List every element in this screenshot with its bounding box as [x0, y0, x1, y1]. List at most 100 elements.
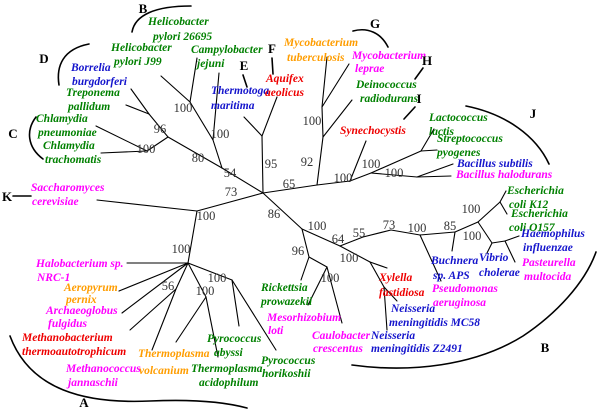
tree-branch-48 [390, 229, 421, 236]
taxon-label-borrelia-burgdorferi-line1: Borrelia [70, 62, 111, 74]
bootstrap-value-6: 73 [225, 185, 238, 199]
taxon-label-xylella-fastidiosa-line1: Xylella [378, 272, 412, 284]
taxon-label-lactococcus-lactis-line1: Lactococcus [428, 112, 488, 124]
taxon-label-lactococcus-lactis-line2: lactis [429, 126, 454, 138]
taxon-label-buchnera-sp-aps-line1: Buchnera [430, 255, 479, 267]
tree-branch-41 [339, 245, 371, 263]
tree-branch-10 [189, 101, 214, 141]
taxon-label-aeropyrum-pernix-line1: Aeropyrum [63, 282, 118, 294]
tree-branch-7 [167, 136, 223, 169]
tree-branch-67 [187, 262, 207, 298]
tree-branch-25 [316, 180, 351, 186]
taxon-label-vibrio-cholerae-line2: cholerae [479, 267, 520, 279]
clade-bracket-a [9, 335, 248, 409]
taxon-label-mycobacterium-tuberculosis-line1: Mycobacterium [283, 37, 358, 49]
tree-branch-8 [212, 139, 223, 169]
clade-bracket-g [352, 29, 389, 48]
tree-branch-1 [96, 199, 198, 212]
taxon-label-xylella-fastidiosa-line2: fastidiosa [379, 287, 425, 299]
taxon-label-halobacterium-sp-nrc-1-line1: Halobacterium sp. [35, 258, 124, 270]
taxon-label-chlamydia-pneumoniae-line1: Chlamydia [36, 113, 88, 125]
bootstrap-value-11: 100 [334, 171, 353, 185]
tree-branch-35 [301, 228, 310, 258]
tree-branch-38 [307, 266, 328, 306]
clade-tick-i [403, 106, 416, 120]
taxon-label-pyrococcus-horikoshii-line2: horikoshii [262, 368, 311, 380]
tree-branch-26 [349, 140, 367, 182]
tree-branch-34 [262, 192, 303, 230]
taxon-label-treponema-pallidum-line2: pallidum [67, 101, 110, 113]
taxon-label-haemophilus-influenzae-line2: influenzae [523, 242, 573, 254]
taxon-label-methanococcus-jannaschii-line1: Methanococcus [65, 363, 141, 375]
taxon-label-methanobacterium-thermoautotrophicum-line2: thermoautotrophicum [22, 346, 126, 358]
tree-branch-9 [212, 72, 220, 141]
taxon-label-mycobacterium-leprae-line2: leprae [355, 63, 384, 75]
tree-branch-17 [95, 125, 148, 152]
clade-letter-d-4: D [39, 51, 48, 66]
clade-letter-j-10: J [530, 106, 537, 121]
clade-letter-k-11: K [2, 189, 13, 204]
clade-tick-e [242, 74, 248, 88]
taxon-label-mesorhizobium-loti-line2: loti [268, 325, 284, 337]
taxon-label-pyrococcus-abyssi-line2: abyssi [214, 347, 244, 359]
taxon-label-thermoplasma-volcanium-line2: volcanium [139, 365, 189, 377]
bootstrap-value-18: 55 [353, 226, 366, 240]
tree-branch-62 [118, 262, 189, 292]
tree-branch-40 [301, 228, 341, 247]
clade-letter-g-7: G [370, 16, 380, 31]
taxon-label-neisseria-meningitidis-mc58-line2: meningitidis MC58 [389, 317, 480, 329]
tree-branch-15 [125, 104, 150, 115]
taxon-label-chlamydia-trachomatis-line1: Chlamydia [43, 140, 95, 152]
tree-branch-39 [326, 266, 343, 324]
tree-branch-2 [187, 210, 198, 264]
bootstrap-value-10: 65 [283, 177, 296, 191]
taxon-label-mycobacterium-tuberculosis-line2: tuberculosis [287, 52, 345, 64]
bootstrap-value-20: 100 [408, 221, 427, 235]
taxon-label-archaeoglobus-fulgidus-line1: Archaeoglobus [45, 305, 118, 317]
tree-branch-57 [486, 242, 493, 254]
taxon-label-saccharomyces-cerevisiae-line2: cerevisiae [32, 196, 79, 208]
tree-branch-51 [451, 231, 456, 252]
bootstrap-value-14: 86 [268, 207, 281, 221]
clade-bracket-c [28, 116, 44, 160]
tree-branch-70 [187, 262, 233, 281]
taxon-label-thermoplasma-acidophilum-line2: acidophilum [199, 377, 258, 389]
tree-branch-14 [130, 88, 150, 115]
taxon-label-pseudomonas-aeruginosa-line1: Pseudomonas [432, 283, 498, 295]
bootstrap-value-17: 64 [332, 232, 345, 246]
tree-branch-53 [477, 201, 501, 223]
taxon-label-streptococcus-pyogenes-line2: pyogenes [436, 147, 481, 159]
taxon-label-vibrio-cholerae-line1: Vibrio [479, 252, 509, 264]
clade-bracket-d [57, 43, 90, 86]
tree-branch-21 [321, 106, 324, 138]
bootstrap-value-23: 100 [463, 229, 482, 243]
tree-branch-13 [148, 113, 169, 138]
tree-branch-69 [205, 296, 219, 358]
bootstrap-value-28: 56 [162, 279, 175, 293]
taxon-label-pasteurella-multocida-line1: Pasteurella [522, 257, 576, 269]
taxon-label-bacillus-halodurans: Bacillus halodurans [455, 169, 553, 181]
taxon-label-thermoplasma-acidophilum-line1: Thermoplasma [191, 363, 263, 375]
bootstrap-value-22: 100 [462, 202, 481, 216]
tree-branch-49 [419, 234, 442, 282]
tree-branch-4 [243, 116, 263, 137]
bootstrap-value-15: 100 [308, 219, 327, 233]
taxon-label-chlamydia-trachomatis-line2: trachomatis [45, 154, 102, 166]
tree-branch-20 [316, 136, 324, 186]
bootstrap-value-0: 100 [174, 101, 193, 115]
taxon-label-helicobacter-pylori-26695-line1: Helicobacter [147, 16, 209, 28]
taxon-label-haemophilus-influenzae-line1: Haemophilus [520, 228, 585, 240]
bootstrap-value-1: 100 [211, 127, 230, 141]
taxon-label-streptococcus-pyogenes-line1: Streptococcus [437, 133, 503, 145]
clade-tick-h [414, 67, 424, 80]
taxon-label-deinococcus-radiodurans-line1: Deinococcus [355, 79, 417, 91]
clade-letter-h-8: H [422, 53, 432, 68]
taxon-label-mesorhizobium-loti-line1: Mesorhizobium [266, 312, 341, 324]
clade-letter-i-9: I [416, 91, 421, 106]
tree-branch-56 [477, 221, 493, 244]
tree-branch-23 [321, 63, 350, 108]
taxon-label-escherichia-coli-k12-line2: coli K12 [509, 199, 549, 211]
tree-branch-65 [129, 288, 177, 331]
